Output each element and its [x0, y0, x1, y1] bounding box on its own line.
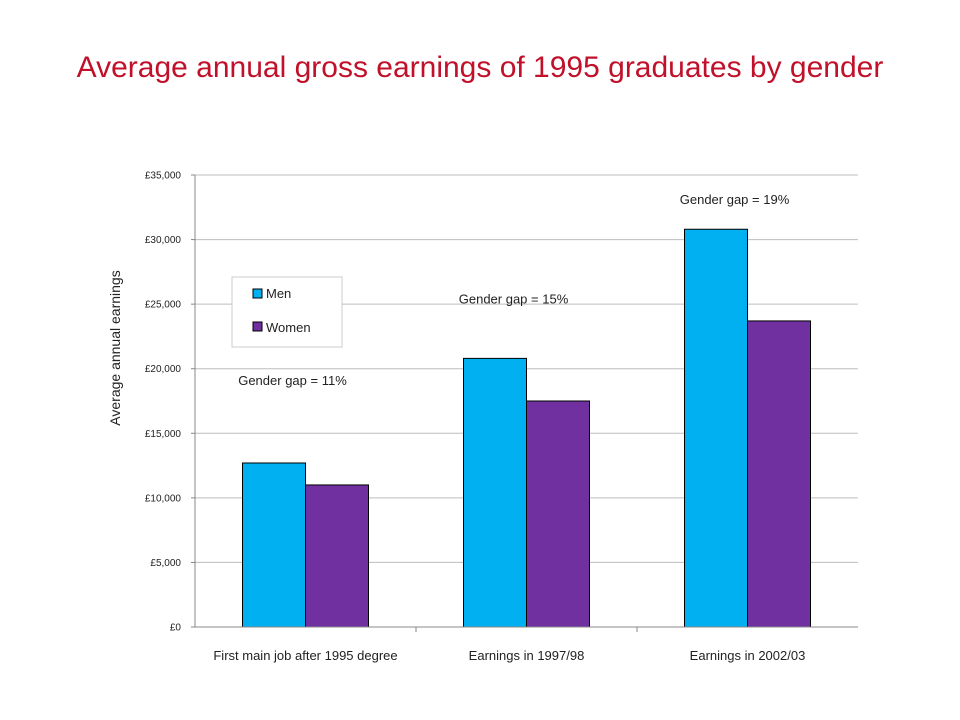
- y-tick-label: £20,000: [145, 364, 182, 375]
- gender-gap-annotation: Gender gap = 19%: [680, 192, 790, 207]
- x-category-label: Earnings in 1997/98: [469, 648, 585, 663]
- gender-gap-annotation: Gender gap = 15%: [459, 291, 569, 306]
- y-tick-label: £30,000: [145, 235, 182, 246]
- bar-women-1: [526, 400, 590, 628]
- annotations: Gender gap = 11% Gender gap = 15% Gender g…: [238, 192, 789, 388]
- bar-men-1: [463, 357, 527, 628]
- y-tick-label: £25,000: [145, 300, 182, 311]
- axes: [194, 175, 858, 628]
- legend: Men Women: [231, 276, 343, 348]
- y-tick-label: £15,000: [145, 429, 182, 440]
- legend-box: [231, 276, 343, 348]
- y-tick-labels: £0 £5,000 £10,000 £15,000 £20,000 £25,000 £30,…: [145, 171, 195, 634]
- bar-women-2: [747, 320, 811, 628]
- legend-swatch-men: [252, 288, 263, 299]
- bar-men-0: [242, 462, 306, 628]
- category-labels: First main job after 1995 degree Earnings…: [213, 627, 805, 663]
- bar-women-0: [305, 484, 369, 628]
- gender-gap-annotation: Gender gap = 11%: [238, 373, 347, 388]
- x-category-label: First main job after 1995 degree: [213, 648, 397, 663]
- slide-title: Average annual gross earnings of 1995 gr…: [76, 51, 884, 84]
- legend-swatch-women: [252, 321, 263, 332]
- legend-label-men: Men: [266, 286, 291, 301]
- y-tick-label: £0: [170, 623, 182, 634]
- y-tick-label: £10,000: [145, 493, 182, 504]
- legend-label-women: Women: [266, 320, 311, 335]
- y-tick-label: £5,000: [150, 558, 181, 569]
- y-tick-label: £35,000: [145, 171, 182, 182]
- x-category-label: Earnings in 2002/03: [690, 648, 806, 663]
- y-axis-title: Average annual earnings: [107, 270, 123, 425]
- bar-men-2: [684, 228, 748, 628]
